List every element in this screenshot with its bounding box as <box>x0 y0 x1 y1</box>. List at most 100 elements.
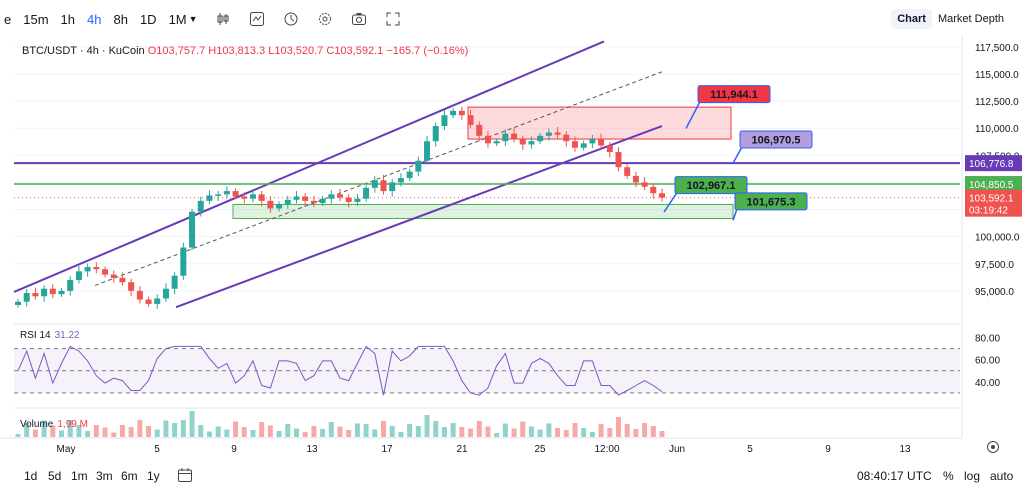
callout-label: 106,970.5 <box>752 135 801 147</box>
rsi-line[interactable] <box>17 345 663 396</box>
range-1d[interactable]: 1d <box>24 469 38 483</box>
channel-upper-line[interactable] <box>13 40 605 293</box>
candle-body <box>49 288 56 295</box>
range-6m[interactable]: 6m <box>121 469 138 483</box>
timeframe-4h[interactable]: 4h <box>87 11 102 27</box>
volume-bar <box>137 420 143 437</box>
candle-body <box>276 204 283 209</box>
settings-icon[interactable] <box>316 10 334 28</box>
volume-bar <box>433 421 439 437</box>
volume-bar <box>354 423 360 437</box>
candle-body <box>197 200 204 212</box>
candle-body <box>598 139 605 146</box>
volume-bar <box>111 432 117 437</box>
volume-bar <box>59 430 65 437</box>
callout-box[interactable] <box>739 130 813 149</box>
channel-mid-line[interactable] <box>94 71 663 286</box>
channel-lower-line[interactable] <box>175 125 663 309</box>
candle-body <box>397 178 404 183</box>
alert-icon[interactable] <box>282 10 300 28</box>
volume-bar <box>233 421 239 437</box>
volume-bar <box>555 428 561 437</box>
volume-bar <box>346 430 352 437</box>
range-5d[interactable]: 5d <box>48 469 62 483</box>
calendar-icon[interactable] <box>177 467 193 486</box>
chevron-down-icon[interactable]: ▼ <box>188 14 198 24</box>
candle-body <box>93 267 100 270</box>
range-3m[interactable]: 3m <box>96 469 113 483</box>
candle-body <box>328 194 335 199</box>
volume-bar <box>581 428 587 437</box>
volume-bar <box>259 422 265 437</box>
timeframe-1h[interactable]: 1h <box>60 11 75 27</box>
callout-connector <box>732 208 738 221</box>
volume-bar <box>441 427 447 437</box>
timeframe-1m[interactable]: 1M <box>168 11 187 27</box>
time-tick-label: May <box>57 444 76 455</box>
volume-bar <box>407 424 413 437</box>
time-tick-label: 13 <box>306 444 318 455</box>
utc-clock[interactable]: 08:40:17 UTC <box>857 469 932 483</box>
last-price-badge[interactable] <box>965 189 1022 217</box>
camera-icon[interactable] <box>350 10 368 28</box>
goto-settings-icon[interactable] <box>986 440 1000 459</box>
candle-body <box>563 134 570 142</box>
auto-toggle[interactable]: auto <box>990 469 1014 483</box>
candle-body <box>75 271 82 281</box>
candle-body <box>432 126 439 142</box>
timeframe-1d[interactable]: 1D <box>139 11 157 27</box>
price-axis[interactable]: 117,500.0115,000.0112,500.0110,000.0107,… <box>961 36 1022 437</box>
percent-toggle[interactable]: % <box>943 469 954 483</box>
resistance-price-badge-label: 106,776.8 <box>969 159 1014 170</box>
candle-body <box>154 298 161 304</box>
callout-box[interactable] <box>674 176 748 195</box>
range-1m[interactable]: 1m <box>71 469 88 483</box>
time-tick-label: 9 <box>231 444 237 455</box>
resistance-price-badge[interactable] <box>965 155 1022 172</box>
candles-icon[interactable] <box>214 10 232 28</box>
candle-body <box>145 299 152 304</box>
candle-body <box>380 180 387 192</box>
candle-body <box>606 145 613 153</box>
price-callouts: 111,944.1 106,970.5 102,967.1 101,675.3 <box>663 85 813 221</box>
indicators-icon[interactable] <box>248 10 266 28</box>
callout-box[interactable] <box>734 192 808 211</box>
volume-label[interactable]: Volume <box>20 419 54 430</box>
rsi-legend: RSI 14 31.22 <box>20 330 80 341</box>
callout-box[interactable] <box>697 85 771 104</box>
bar-countdown-label: 03:19:42 <box>969 206 1008 217</box>
volume-bar <box>93 425 99 437</box>
volume-bar <box>311 426 317 437</box>
price-tick-label: 117,500.0 <box>975 43 1019 54</box>
price-chart[interactable]: 111,944.1 106,970.5 102,967.1 101,675.3 117… <box>0 0 1024 462</box>
ohlc-low: L103,520.7 <box>268 45 324 57</box>
time-tick-label: 5 <box>747 444 753 455</box>
support-price-badge[interactable] <box>965 176 1022 193</box>
candle-body <box>293 196 300 200</box>
timeframe-edge[interactable]: e <box>4 11 12 27</box>
volume-bar <box>624 424 630 437</box>
range-1y[interactable]: 1y <box>147 469 160 483</box>
volume-bar <box>650 426 656 437</box>
time-axis[interactable]: May 5 9 13 17 21 25 12:00 Jun 5 9 13 <box>0 437 962 455</box>
rsi-label[interactable]: RSI 14 <box>20 330 51 341</box>
chart-tab[interactable]: Chart <box>891 9 932 29</box>
support-zone[interactable] <box>232 203 734 219</box>
timeframe-15m[interactable]: 15m <box>23 11 49 27</box>
volume-bar <box>476 421 482 437</box>
candle-body <box>232 191 239 197</box>
volume-bar <box>468 428 474 437</box>
volume-pane <box>14 407 960 437</box>
fullscreen-icon[interactable] <box>384 10 402 28</box>
candle-body <box>545 132 552 136</box>
volume-bar <box>67 420 73 437</box>
timeframe-8h[interactable]: 8h <box>113 11 128 27</box>
rsi-pane <box>14 323 960 396</box>
market-depth-tab[interactable]: Market Depth <box>937 13 1004 25</box>
symbol-legend: BTC/USDT · 4h · KuCoin O103,757.7 H103,8… <box>22 45 468 57</box>
candle-body <box>615 152 622 168</box>
volume-bar <box>546 423 552 437</box>
symbol-label[interactable]: BTC/USDT · 4h · KuCoin <box>22 45 145 57</box>
rsi-tick-label: 40.00 <box>975 378 1000 389</box>
log-toggle[interactable]: log <box>964 469 981 483</box>
